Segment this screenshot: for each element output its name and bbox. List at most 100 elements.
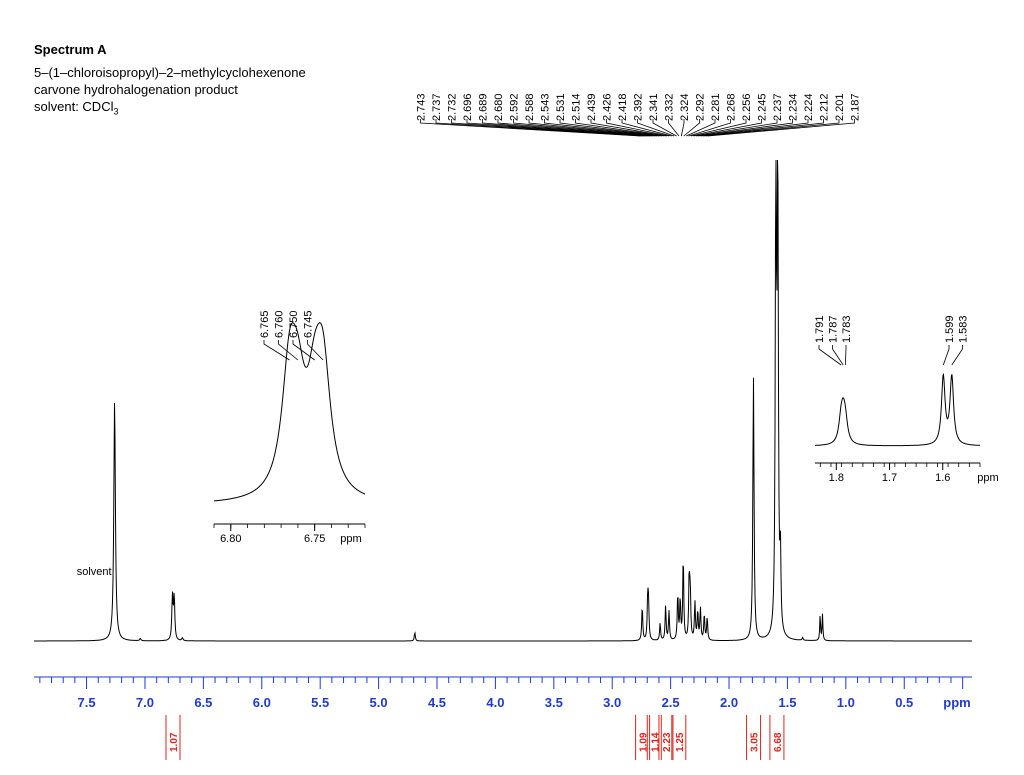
x-tick-label: 3.5 xyxy=(545,695,563,710)
peak-group-2ppm-connector xyxy=(451,119,646,137)
x-tick-label: 6.5 xyxy=(194,695,212,710)
peak-group-2ppm-connector xyxy=(652,119,677,137)
integral-bracket xyxy=(646,715,662,760)
integral-value: 6.68 xyxy=(773,732,784,752)
inset-6-7ppm-trace xyxy=(214,322,366,502)
solvent-text: solvent: CDCl xyxy=(34,99,114,114)
inset-1-8ppm-tick-label: 1.6 xyxy=(935,472,950,484)
peak-group-2ppm-connector xyxy=(668,119,680,137)
peak-group-2ppm-label: 2.696 xyxy=(462,93,474,121)
inset-6-7ppm-connector xyxy=(278,340,299,361)
peak-group-2ppm-connector xyxy=(698,119,793,137)
integral-value: 2.23 xyxy=(662,732,673,752)
peak-group-2ppm-connector xyxy=(703,119,824,137)
peak-group-2ppm-connector xyxy=(575,119,665,137)
x-tick-label: 4.0 xyxy=(486,695,504,710)
peak-group-2ppm-connector xyxy=(621,119,672,137)
peak-group-2ppm-connector xyxy=(686,119,716,137)
inset-1-8ppm-connector xyxy=(844,345,847,366)
peak-group-2ppm-label: 2.341 xyxy=(648,93,660,121)
peak-group-2ppm-label: 2.212 xyxy=(819,93,831,121)
inset-6-7ppm-unit-label: ppm xyxy=(340,533,361,545)
solvent-label: solvent: CDCl3 xyxy=(34,98,306,121)
peak-group-2ppm-connector xyxy=(637,119,675,137)
inset-1-6ppm-label: 1.583 xyxy=(958,315,970,343)
annotation-solvent: solvent xyxy=(77,566,112,578)
integral-value: 3.05 xyxy=(750,732,761,752)
peak-group-2ppm-label: 2.224 xyxy=(803,93,815,121)
peak-group-2ppm-label: 2.256 xyxy=(741,93,753,121)
x-tick-label: 1.5 xyxy=(778,695,796,710)
integral-value: 1.07 xyxy=(169,732,180,752)
peak-group-2ppm-connector xyxy=(559,119,663,137)
peak-group-2ppm-label: 2.743 xyxy=(416,93,428,121)
integral-bracket xyxy=(635,715,651,760)
inset-1-8ppm-unit-label: ppm xyxy=(977,472,998,484)
peak-group-2ppm-label: 2.268 xyxy=(726,93,738,121)
inset-1-8ppm-connector xyxy=(818,345,842,366)
peak-group-2ppm-label: 2.324 xyxy=(679,93,691,121)
inset-6-7ppm-label: 6.750 xyxy=(288,310,300,338)
peak-group-2ppm-connector xyxy=(482,119,650,137)
x-tick-label: 4.5 xyxy=(428,695,446,710)
peak-group-2ppm-label: 2.680 xyxy=(493,93,505,121)
peak-group-2ppm-connector xyxy=(680,119,685,137)
inset-1-8ppm-label: 1.791 xyxy=(814,315,826,343)
inset-1-6ppm-connector xyxy=(942,345,950,366)
x-tick-label: 2.0 xyxy=(720,695,738,710)
inset-1-8ppm-trace xyxy=(815,372,981,447)
integral-value: 1.09 xyxy=(639,732,650,752)
peak-group-2ppm-connector xyxy=(690,119,747,137)
peak-group-2ppm-connector xyxy=(700,119,809,137)
inset-1-8ppm-tick-label: 1.8 xyxy=(829,472,844,484)
inset-1-8ppm-tick-label: 1.7 xyxy=(882,472,897,484)
spectrum-header: Spectrum A 5–(1–chloroisopropyl)–2–methy… xyxy=(34,42,306,121)
x-axis-unit-label: ppm xyxy=(943,695,970,710)
spectrum-title: Spectrum A xyxy=(34,42,107,57)
inset-1-6ppm-connector xyxy=(951,345,963,366)
peak-group-2ppm-connector xyxy=(683,119,700,137)
x-tick-label: 5.5 xyxy=(311,695,329,710)
integral-bracket xyxy=(658,715,674,760)
peak-group-2ppm-connector xyxy=(497,119,653,137)
integral-bracket xyxy=(746,715,762,760)
peak-group-2ppm-label: 2.332 xyxy=(664,93,676,121)
inset-6-7ppm-label: 6.765 xyxy=(259,310,271,338)
peak-group-2ppm-label: 2.592 xyxy=(509,93,521,121)
peak-group-2ppm-label: 2.281 xyxy=(710,93,722,121)
peak-group-2ppm-connector xyxy=(528,119,658,137)
peak-group-2ppm-label: 2.588 xyxy=(524,93,536,121)
compound-name: 5–(1–chloroisopropyl)–2–methylcyclohexen… xyxy=(34,65,306,80)
peak-group-2ppm-label: 2.234 xyxy=(788,93,800,121)
inset-1-8ppm-connector xyxy=(832,345,844,366)
peak-group-2ppm-label: 2.237 xyxy=(772,93,784,121)
inset-1-8ppm-label: 1.787 xyxy=(828,315,840,343)
inset-6-7ppm-tick-label: 6.80 xyxy=(220,533,241,545)
solvent-subscript: 3 xyxy=(113,106,119,117)
peak-group-2ppm-label: 2.531 xyxy=(555,93,567,121)
inset-6-7ppm-label: 6.745 xyxy=(303,310,315,338)
peak-group-2ppm-label: 2.543 xyxy=(540,93,552,121)
x-tick-label: 5.0 xyxy=(370,695,388,710)
integral-bracket xyxy=(165,715,181,760)
inset-6-7ppm-connector xyxy=(292,340,315,361)
peak-group-2ppm-label: 2.514 xyxy=(571,93,583,121)
peak-group-2ppm-label: 2.418 xyxy=(617,93,629,121)
integral-bracket xyxy=(671,715,687,760)
peak-group-2ppm-connector xyxy=(693,119,762,137)
peak-group-2ppm-label: 2.689 xyxy=(478,93,490,121)
peak-group-2ppm-label: 2.426 xyxy=(602,93,614,121)
integral-value: 1.14 xyxy=(650,732,661,752)
peak-group-2ppm-label: 2.201 xyxy=(834,93,846,121)
peak-group-2ppm-label: 2.292 xyxy=(695,93,707,121)
inset-1-6ppm-label: 1.599 xyxy=(944,315,956,343)
compound-description: carvone hydrohalogenation product xyxy=(34,82,238,97)
inset-6-7ppm-tick-label: 6.75 xyxy=(304,533,325,545)
x-tick-label: 1.0 xyxy=(837,695,855,710)
x-tick-label: 3.0 xyxy=(603,695,621,710)
peak-group-2ppm-connector xyxy=(435,119,643,137)
peak-group-2ppm-label: 2.392 xyxy=(633,93,645,121)
peak-group-2ppm-connector xyxy=(606,119,670,137)
spectrum-trace xyxy=(34,159,972,642)
